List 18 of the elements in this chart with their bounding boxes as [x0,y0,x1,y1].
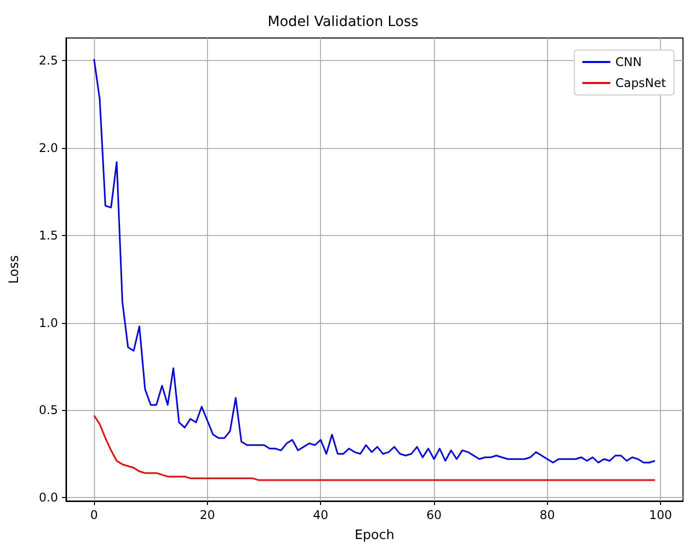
y-tick-label: 2.5 [38,54,58,68]
legend-label: CapsNet [615,76,666,90]
y-tick-label: 2.0 [38,141,58,156]
y-tick-label: 1.5 [38,228,58,242]
y-tick-label: 0.5 [38,403,58,418]
x-tick-label: 80 [540,508,555,522]
y-tick-label: 1.0 [38,316,58,330]
chart-title: Model Validation Loss [268,14,418,30]
line-series [93,414,656,481]
x-tick-label: 100 [649,508,672,522]
x-tick-label: 20 [200,508,215,522]
x-axis-title: Epoch [354,528,394,543]
x-tick-label: 0 [90,508,98,522]
legend-label: CNN [615,55,642,69]
y-tick-label: 0.0 [38,490,58,505]
y-axis-title: Loss [7,255,22,284]
x-tick-label: 40 [313,508,328,522]
x-tick-label: 60 [426,508,442,522]
